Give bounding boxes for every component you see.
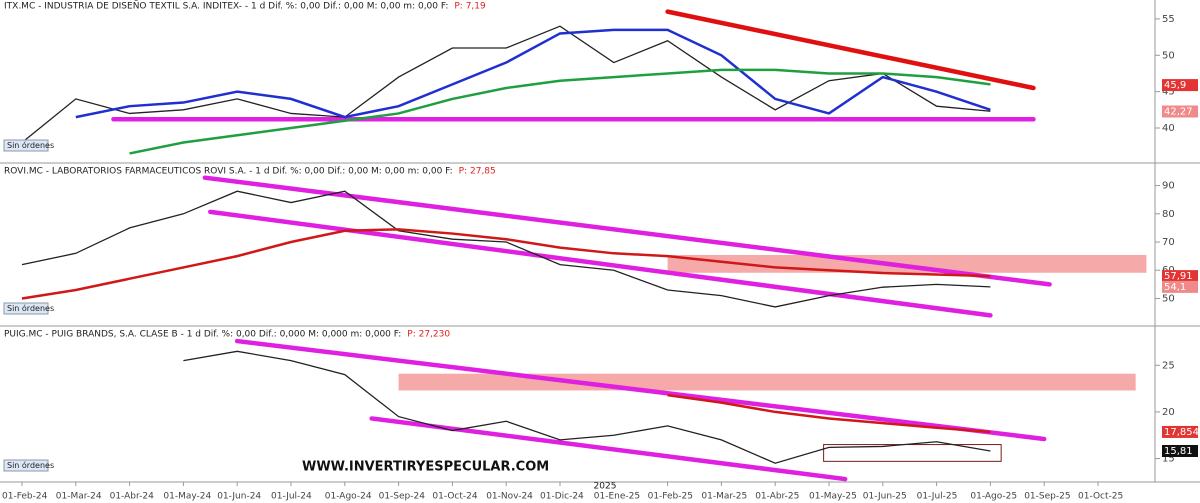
panel-price: P: 27,85 <box>459 167 496 177</box>
watermark: WWW.INVERTIRYESPECULAR.COM <box>302 460 549 475</box>
x-tick-label: 01-May-24 <box>163 492 211 502</box>
moving-average <box>75 28 991 119</box>
orders-label: Sin órdenes <box>7 303 54 313</box>
orders-label: Sin órdenes <box>7 140 54 150</box>
x-tick-label: 01-Abr-25 <box>755 492 799 502</box>
x-tick-label: 01-Abr-24 <box>110 492 154 502</box>
x-tick-label: 01-May-25 <box>809 492 857 502</box>
resistance-zone <box>398 373 1136 391</box>
panel-price: P: 7,19 <box>454 2 486 12</box>
x-tick-label: 01-Jun-25 <box>863 492 907 502</box>
price-line <box>21 25 991 144</box>
price-label: 42,27 <box>1164 106 1193 117</box>
panel-title: ITX.MC - INDUSTRIA DE DISEÑO TEXTIL S.A.… <box>4 1 448 12</box>
y-tick-label: 40 <box>1162 123 1175 134</box>
trend-line <box>665 9 1036 91</box>
year-label: 2025 <box>594 482 617 492</box>
panel-title: ROVI.MC - LABORATORIOS FARMACEUTICOS ROV… <box>4 167 453 177</box>
x-tick-label: 01-Dic-24 <box>540 492 584 502</box>
y-tick-label: 50 <box>1162 293 1175 304</box>
price-label-box <box>1162 444 1198 457</box>
orders-tag <box>3 302 49 315</box>
y-tick-label: 80 <box>1162 209 1175 220</box>
price-label-box <box>1162 280 1198 293</box>
price-label: 54,1 <box>1164 282 1186 293</box>
price-label-box <box>1162 105 1198 118</box>
y-tick-label: 15 <box>1162 454 1175 465</box>
price-label-box <box>1162 270 1198 283</box>
price-label-box <box>1162 425 1198 438</box>
price-label: 17,854 <box>1164 427 1199 438</box>
price-line <box>21 190 991 308</box>
x-tick-label: 01-Mar-24 <box>56 492 102 502</box>
moving-average <box>21 228 991 300</box>
trend-line <box>369 416 848 482</box>
panel-title: PUIG.MC - PUIG BRANDS, S.A. CLASE B - 1 … <box>4 330 401 340</box>
trend-line <box>234 338 1047 442</box>
trend-line <box>202 175 1052 287</box>
y-tick-label: 45 <box>1162 87 1175 98</box>
orders-tag <box>3 459 49 472</box>
price-label-box <box>1162 79 1198 92</box>
x-tick-label: 01-Mar-25 <box>701 492 747 502</box>
price-label: 57,91 <box>1164 271 1193 282</box>
x-tick-label: 01-Feb-25 <box>648 492 693 502</box>
moving-average <box>129 68 991 155</box>
x-tick-label: 01-Ene-25 <box>594 492 640 502</box>
x-tick-label: 01-Jul-24 <box>271 492 312 502</box>
y-tick-label: 50 <box>1162 50 1175 61</box>
x-tick-label: 01-Sep-25 <box>1024 492 1070 502</box>
range-box <box>823 444 1002 462</box>
x-tick-label: 01-Ago-24 <box>325 492 372 502</box>
x-tick-label: 01-Nov-24 <box>486 492 533 502</box>
orders-label: Sin órdenes <box>7 460 54 470</box>
y-tick-label: 20 <box>1162 407 1175 418</box>
x-tick-label: 01-Ago-25 <box>970 492 1017 502</box>
panel-price: P: 27,230 <box>407 330 450 340</box>
price-label: 45,9 <box>1164 80 1186 91</box>
moving-average <box>667 393 991 434</box>
x-tick-label: 01-Oct-25 <box>1078 492 1123 502</box>
trend-line <box>208 209 993 318</box>
y-tick-label: 70 <box>1162 237 1175 248</box>
y-tick-label: 25 <box>1162 360 1175 371</box>
x-tick-label: 01-Jun-24 <box>217 492 261 502</box>
y-tick-label: 90 <box>1162 181 1175 192</box>
x-tick-label: 01-Feb-24 <box>2 492 48 502</box>
x-tick-label: 01-Jul-25 <box>917 492 958 502</box>
x-tick-label: 01-Oct-24 <box>432 492 477 502</box>
x-tick-label: 01-Sep-24 <box>379 492 426 502</box>
y-tick-label: 55 <box>1162 14 1175 25</box>
price-line <box>183 350 991 464</box>
price-label: 15,81 <box>1164 446 1193 457</box>
orders-tag <box>3 139 49 152</box>
